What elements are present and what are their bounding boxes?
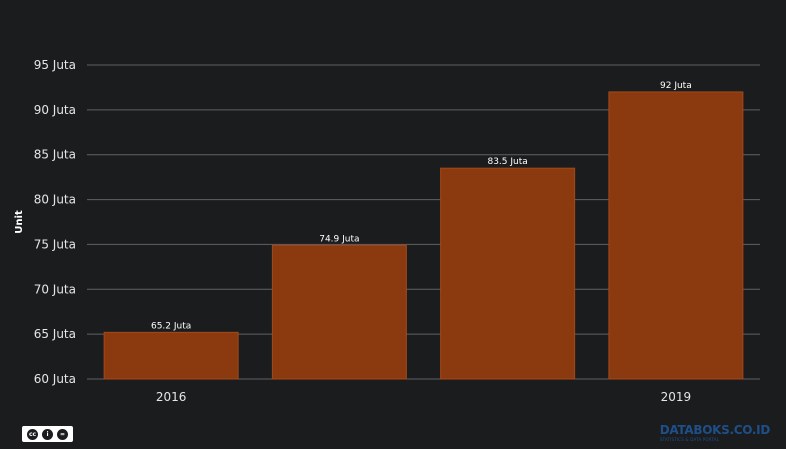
nd-icon: = bbox=[57, 428, 68, 440]
brand-logo[interactable]: DATABOKS.CO.ID STATISTICS & DATA PORTAL bbox=[659, 423, 771, 443]
y-axis-title: Unit bbox=[14, 210, 25, 234]
data-label: 65.2 Juta bbox=[151, 321, 191, 331]
y-tick-label: 85 Juta bbox=[34, 148, 76, 162]
bars bbox=[103, 91, 744, 380]
x-tick-labels: 2016 2019 bbox=[156, 390, 691, 404]
y-tick-label: 70 Juta bbox=[34, 282, 76, 296]
y-tick-label: 60 Juta bbox=[34, 372, 76, 386]
y-tick-label: 75 Juta bbox=[34, 237, 76, 251]
bar bbox=[271, 244, 407, 380]
data-label: 83.5 Juta bbox=[487, 157, 527, 167]
data-label: 74.9 Juta bbox=[319, 234, 359, 244]
y-tick-label: 95 Juta bbox=[34, 58, 76, 72]
x-tick-label: 2019 bbox=[661, 390, 692, 404]
bar bbox=[103, 331, 239, 380]
cc-license-badge[interactable]: cc i = bbox=[22, 426, 73, 442]
bar bbox=[440, 167, 576, 380]
y-tick-label: 80 Juta bbox=[34, 193, 76, 207]
cc-icon: cc bbox=[27, 428, 38, 440]
y-tick-label: 90 Juta bbox=[34, 103, 76, 117]
y-tick-labels: 60 Juta 65 Juta 70 Juta 75 Juta 80 Juta 85 Ju… bbox=[34, 58, 76, 386]
brand-name: DATABOKS.CO.ID bbox=[659, 423, 771, 437]
y-tick-label: 65 Juta bbox=[34, 327, 76, 341]
by-icon: i bbox=[42, 428, 53, 440]
brand-tagline: STATISTICS & DATA PORTAL bbox=[659, 437, 720, 442]
x-tick-label: 2016 bbox=[156, 390, 187, 404]
data-labels: 65.2 Juta 74.9 Juta 83.5 Juta 92 Juta bbox=[151, 81, 692, 331]
bar bbox=[608, 91, 744, 380]
data-label: 92 Juta bbox=[660, 81, 692, 91]
